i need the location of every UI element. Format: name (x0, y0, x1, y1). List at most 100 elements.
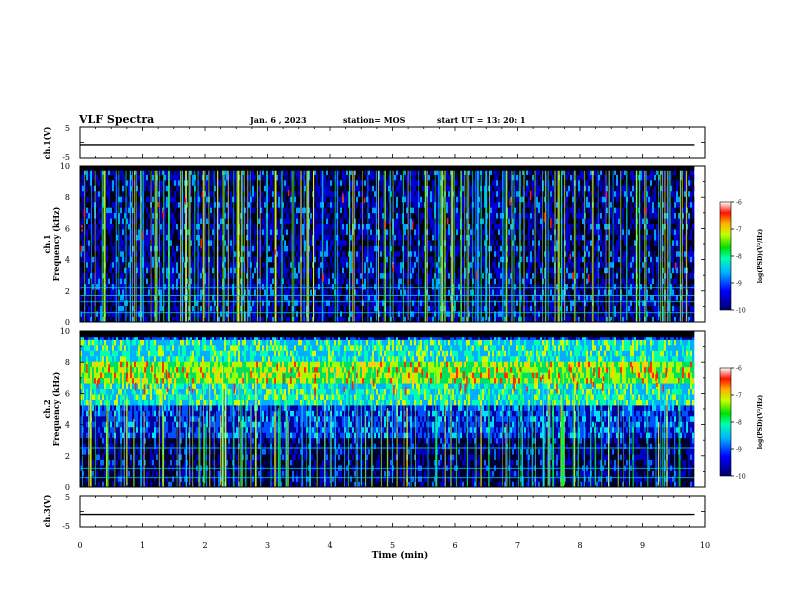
ch1-spectro-pixel (210, 229, 212, 235)
ch1-spectro-pixel (162, 190, 164, 197)
ch1-spectro-pixel (294, 180, 296, 186)
ch1-spectro-pixel (166, 316, 168, 322)
ch1-spectro-pixel (138, 311, 140, 317)
ch1-spectro-pixel (246, 305, 248, 312)
ch1-spectro-pixel (102, 316, 104, 322)
ch1-spectro-pixel (232, 278, 234, 285)
ch1-spectro-pixel (232, 267, 234, 274)
ch1-spectro-pixel (226, 245, 228, 252)
ch1-spectro-pixel (276, 212, 278, 219)
ch1-spectro-pixel (294, 300, 296, 306)
ch1-spectro-pixel (80, 223, 82, 230)
ch1-spectro-pixel (246, 234, 248, 241)
ch1-spectro-pixel (88, 300, 90, 306)
ch1-spectro-pixel (406, 316, 408, 322)
ch1-spectro-pixel (390, 234, 392, 241)
ch1-spectro-pixel (178, 294, 180, 301)
ch1-spectro-pixel (408, 196, 410, 203)
ch1-spectro-pixel (254, 234, 256, 241)
ch1-spectro-pixel (116, 305, 118, 312)
ch1-spectro-pixel (146, 300, 148, 306)
ch1-spectro-pixel (332, 240, 334, 246)
ch1-spectro-pixel (170, 223, 172, 230)
ch1-spectro-pixel (386, 251, 388, 257)
ch1-spectro-pixel (332, 245, 334, 252)
ch1-spectro-pixel (386, 294, 388, 301)
ch1-spectro-pixel (166, 196, 168, 203)
ch1-spectro-pixel (364, 251, 366, 257)
ch1-spectro-pixel (106, 185, 108, 192)
ch1-spectro-pixel (86, 240, 88, 246)
ch1-spectro-pixel (384, 261, 386, 268)
ch1-spectro-pixel (272, 180, 274, 186)
ch1-spectro-pixel (148, 201, 150, 208)
ch1-spectro-pixel (390, 212, 392, 219)
ch1-spectro-pixel (338, 190, 340, 197)
ch1-spectro-pixel (200, 196, 202, 203)
ch1-spectro-pixel (428, 251, 430, 257)
ch1-spectro-pixel (416, 169, 418, 175)
ch1-ytick-bottom: -5 (62, 153, 70, 162)
ch1-spectro-pixel (358, 240, 360, 246)
ch1-spectro-pixel (338, 180, 340, 186)
ch1-spectro-pixel (128, 234, 130, 241)
ch1-spectro-pixel (304, 272, 306, 279)
ch1-spectro-pixel (92, 305, 94, 312)
ch1-spectro-pixel (324, 272, 326, 279)
ch1-spectro-pixel (152, 169, 154, 175)
ch1-spectro-pixel (198, 234, 200, 241)
ch1-spectro-pixel (406, 256, 408, 263)
ch1-spectro-pixel (428, 300, 430, 306)
ch1-spectro-pixel (82, 289, 84, 295)
ch1-spectro-pixel (260, 201, 262, 208)
ch1-spectro-pixel (320, 196, 322, 203)
ch1-spectro-pixel (92, 267, 94, 274)
ch1-spectro-pixel (216, 256, 218, 263)
ch1-spectro-pixel (268, 289, 270, 295)
ch1-spectro-pixel (272, 289, 274, 295)
ch1-spectro-pixel (212, 180, 214, 186)
ch1-spectro-pixel (214, 169, 216, 175)
ch1-spectro-pixel (174, 267, 176, 274)
ch1-spectro-pixel (422, 316, 424, 322)
ch1-spectro-pixel (386, 234, 388, 241)
ch1-spectro-pixel (420, 218, 422, 225)
ch1-spectro-pixel (378, 169, 380, 175)
ch1-spectro-pixel (98, 300, 100, 306)
ch1-spectro-pixel (130, 185, 132, 192)
ch1-spectro-pixel (370, 294, 372, 301)
ch1-spectro-pixel (88, 245, 90, 252)
ch1-spectro-pixel (214, 311, 216, 317)
ch1-spectro-pixel (134, 289, 136, 295)
ch1-spectro-pixel (190, 251, 192, 257)
ch1-spectro-pixel (386, 267, 388, 274)
ch1-spectro-pixel (234, 267, 236, 274)
ch1-spectro-pixel (394, 294, 396, 301)
ch1-spectro-pixel (114, 245, 116, 252)
ch1-spectro-pixel (366, 240, 368, 246)
ch1-spectro-pixel (130, 289, 132, 295)
ch1-spectro-pixel (338, 174, 340, 181)
ch1-spectro-pixel (328, 283, 330, 290)
ch1-spectro-pixel (162, 234, 164, 241)
ch1-spectro-pixel (342, 169, 344, 175)
ch1-spectro-pixel (134, 316, 136, 322)
ch1-spectro-pixel (174, 283, 176, 290)
ch1-spectro-pixel (218, 174, 220, 181)
ch1-spectro-pixel (396, 272, 398, 279)
ch1-spectro-pixel (258, 251, 260, 257)
ch1-spectro-pixel (304, 316, 306, 322)
ch1-spectro-pixel (138, 294, 140, 301)
ch1-spectro-pixel (80, 190, 82, 197)
ch1-spectro-pixel (398, 180, 400, 186)
ch1-spectro-pixel (394, 305, 396, 312)
ch1-spectro-pixel (298, 190, 300, 197)
ch1-spectro-pixel (226, 190, 228, 197)
ch1-spectro-pixel (116, 180, 118, 186)
ch1-spectro-pixel (410, 300, 412, 306)
ch1-spectro-pixel (348, 300, 350, 306)
ch1-spectro-pixel (378, 311, 380, 317)
ch1-spectro-pixel (398, 169, 400, 175)
ch1-spectro-pixel (406, 272, 408, 279)
ch1-spectro-pixel (364, 267, 366, 274)
